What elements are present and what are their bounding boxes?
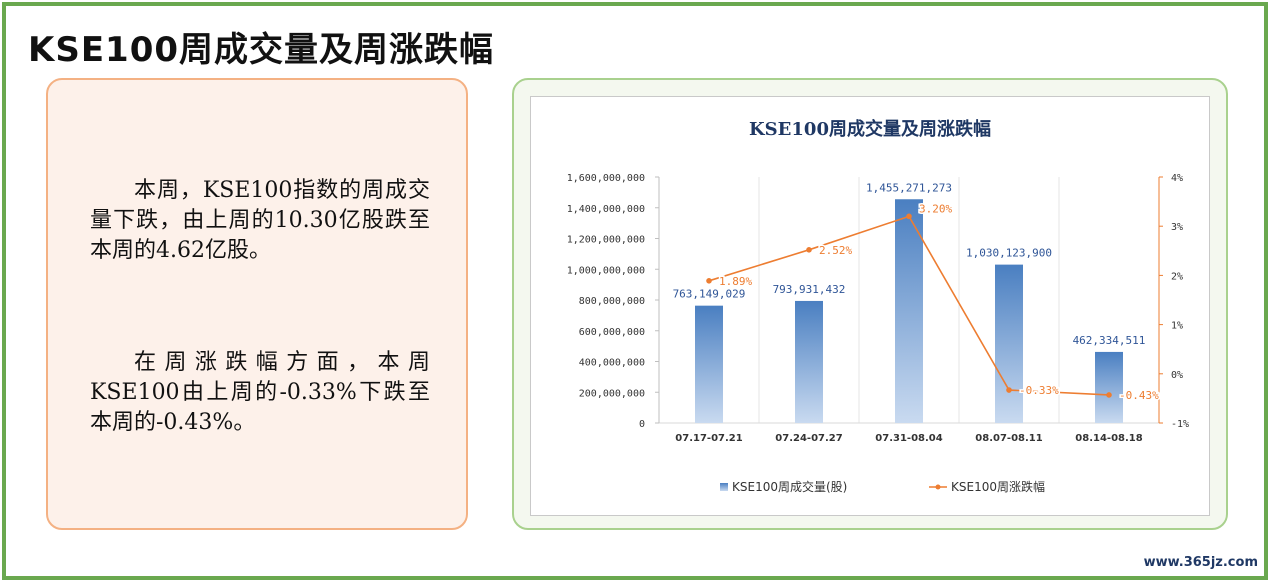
volume-bar-label: 462,334,511: [1073, 334, 1146, 347]
chart-panel: KSE100周成交量及周涨跌幅 0 200,000,000 400,000,000 60…: [530, 96, 1210, 516]
change-point-label: 2.52%: [819, 244, 852, 257]
y-left-tick-label: 600,000,000: [579, 327, 645, 338]
volume-bar-label: 1,455,271,273: [866, 181, 952, 194]
y-right-tick-label: 3%: [1171, 222, 1183, 233]
change-point-label: -0.43%: [1119, 389, 1159, 402]
y-right-tick-label: 1%: [1171, 321, 1183, 332]
y-left-tick-label: 200,000,000: [579, 388, 645, 399]
x-category-label: 07.17-07.21: [675, 433, 742, 444]
y-left-tick-label: 1,000,000,000: [567, 265, 645, 276]
volume-bar: [795, 300, 823, 423]
change-point: [1106, 392, 1112, 398]
change-point: [906, 213, 912, 220]
page-title: KSE100周成交量及周涨跌幅: [28, 30, 495, 70]
y-right-tick-label: 4%: [1171, 173, 1183, 184]
y-left-tick-label: 400,000,000: [579, 358, 645, 369]
change-point-label: 1.89%: [719, 275, 752, 288]
x-category-label: 07.24-07.27: [775, 433, 842, 444]
volume-bar-label: 793,931,432: [773, 283, 846, 296]
chart-title: KSE100周成交量及周涨跌幅: [749, 118, 991, 140]
summary-paragraph-change: 在周涨跌幅方面，本周KSE100由上周的-0.33%下跌至本周的-0.43%。: [90, 350, 430, 435]
combo-chart: KSE100周成交量及周涨跌幅 0 200,000,000 400,000,000 60…: [567, 118, 1189, 494]
volume-bar: [695, 305, 723, 423]
chart-card: KSE100周成交量及周涨跌幅 0 200,000,000 400,000,000 60…: [512, 78, 1228, 530]
watermark: www.365jz.com: [1143, 555, 1258, 570]
volume-bar: [1095, 351, 1123, 423]
volume-bar: [995, 264, 1023, 423]
change-point-label: -0.33%: [1019, 384, 1059, 397]
volume-bar-label: 763,149,029: [673, 288, 746, 301]
y-left-tick-label: 0: [639, 419, 645, 430]
y-left-tick-label: 1,200,000,000: [567, 235, 645, 246]
legend-bar-swatch: [720, 483, 728, 491]
y-left-tick-label: 800,000,000: [579, 296, 645, 307]
y-right-tick-label: 2%: [1171, 271, 1183, 282]
legend-line-label: KSE100周涨跌幅: [951, 479, 1045, 494]
y-left-tick-label: 1,600,000,000: [567, 173, 645, 184]
legend-line-marker: [935, 484, 941, 490]
change-point: [706, 278, 712, 284]
y-right-tick-label: -1%: [1171, 419, 1189, 430]
y-right-tick-label: 0%: [1171, 370, 1183, 381]
y-left-tick-label: 1,400,000,000: [567, 204, 645, 215]
summary-paragraph-volume: 本周，KSE100指数的周成交量下跌，由上周的10.30亿股跌至本周的4.62亿…: [90, 178, 430, 263]
x-category-label: 08.14-08.18: [1075, 433, 1142, 444]
legend-bar-label: KSE100周成交量(股): [732, 479, 847, 494]
change-point: [1006, 387, 1012, 393]
volume-bar-label: 1,030,123,900: [966, 247, 1052, 260]
change-point-label: 3.20%: [919, 202, 952, 215]
x-category-label: 08.07-08.11: [975, 433, 1042, 444]
volume-bar: [895, 199, 923, 423]
x-category-label: 07.31-08.04: [875, 433, 942, 444]
change-point: [806, 247, 812, 253]
summary-card: 本周，KSE100指数的周成交量下跌，由上周的10.30亿股跌至本周的4.62亿…: [46, 78, 468, 530]
